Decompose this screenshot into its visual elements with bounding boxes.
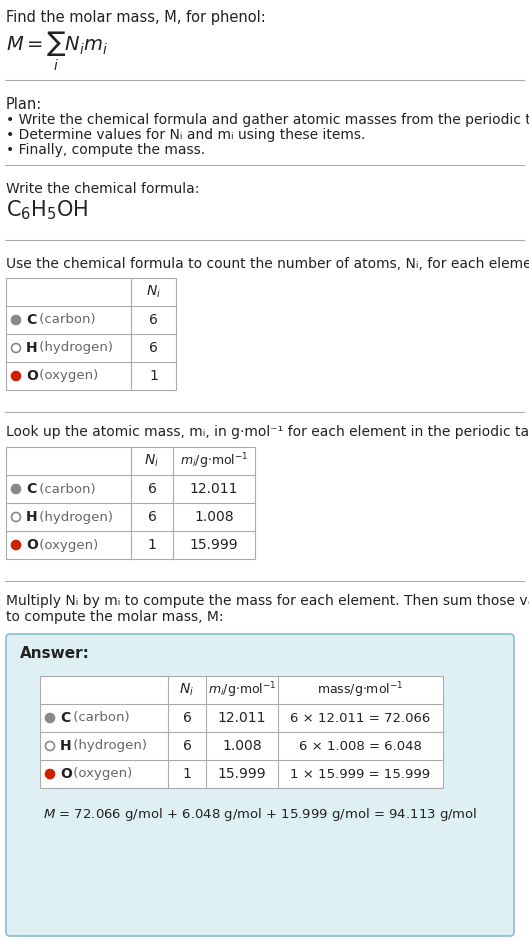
Text: 15.999: 15.999 xyxy=(218,767,266,781)
Text: H: H xyxy=(26,510,38,524)
Text: O: O xyxy=(26,538,38,552)
Text: 1: 1 xyxy=(183,767,191,781)
Text: 1.008: 1.008 xyxy=(194,510,234,524)
FancyBboxPatch shape xyxy=(6,634,514,936)
Text: $N_i$: $N_i$ xyxy=(179,682,195,698)
Text: (hydrogen): (hydrogen) xyxy=(35,511,113,524)
Text: $N_i$: $N_i$ xyxy=(146,284,161,300)
Circle shape xyxy=(12,512,21,522)
Text: 1 × 15.999 = 15.999: 1 × 15.999 = 15.999 xyxy=(290,768,431,781)
Text: 12.011: 12.011 xyxy=(218,711,266,725)
Text: 6: 6 xyxy=(149,313,158,327)
Text: O: O xyxy=(26,369,38,383)
Text: $M$ = 72.066 g/mol + 6.048 g/mol + 15.999 g/mol = 94.113 g/mol: $M$ = 72.066 g/mol + 6.048 g/mol + 15.99… xyxy=(43,806,477,823)
Text: 6: 6 xyxy=(183,739,191,753)
Text: $N_i$: $N_i$ xyxy=(144,453,160,469)
Text: (oxygen): (oxygen) xyxy=(35,369,98,382)
Text: mass/g$\cdot$mol$^{-1}$: mass/g$\cdot$mol$^{-1}$ xyxy=(317,680,404,700)
Circle shape xyxy=(12,371,21,381)
Text: $m_i$/g$\cdot$mol$^{-1}$: $m_i$/g$\cdot$mol$^{-1}$ xyxy=(208,680,276,700)
Text: (carbon): (carbon) xyxy=(35,482,96,495)
Text: Answer:: Answer: xyxy=(20,646,90,661)
Text: (oxygen): (oxygen) xyxy=(35,539,98,551)
Text: • Finally, compute the mass.: • Finally, compute the mass. xyxy=(6,143,205,157)
Text: 6 × 12.011 = 72.066: 6 × 12.011 = 72.066 xyxy=(290,711,431,724)
Text: $m_i$/g$\cdot$mol$^{-1}$: $m_i$/g$\cdot$mol$^{-1}$ xyxy=(180,451,248,471)
Text: (carbon): (carbon) xyxy=(69,711,130,724)
Text: $M = \sum_i N_i m_i$: $M = \sum_i N_i m_i$ xyxy=(6,30,108,73)
Text: 6 × 1.008 = 6.048: 6 × 1.008 = 6.048 xyxy=(299,739,422,753)
Text: H: H xyxy=(60,739,71,753)
Text: 6: 6 xyxy=(149,341,158,355)
Text: Use the chemical formula to count the number of atoms, Nᵢ, for each element:: Use the chemical formula to count the nu… xyxy=(6,257,529,271)
Circle shape xyxy=(12,344,21,352)
Text: $\mathregular{C_6H_5OH}$: $\mathregular{C_6H_5OH}$ xyxy=(6,198,88,221)
Text: H: H xyxy=(26,341,38,355)
Text: C: C xyxy=(60,711,70,725)
Text: 1.008: 1.008 xyxy=(222,739,262,753)
Text: C: C xyxy=(26,482,37,496)
Text: 12.011: 12.011 xyxy=(190,482,238,496)
Text: Plan:: Plan: xyxy=(6,97,42,112)
Circle shape xyxy=(45,713,54,723)
Bar xyxy=(6,278,176,390)
Text: (carbon): (carbon) xyxy=(35,314,96,327)
Circle shape xyxy=(12,484,21,494)
Circle shape xyxy=(12,316,21,324)
Bar xyxy=(6,447,255,559)
Text: Find the molar mass, M, for phenol:: Find the molar mass, M, for phenol: xyxy=(6,10,266,25)
Text: Look up the atomic mass, mᵢ, in g·mol⁻¹ for each element in the periodic table:: Look up the atomic mass, mᵢ, in g·mol⁻¹ … xyxy=(6,425,529,439)
Text: 6: 6 xyxy=(183,711,191,725)
Text: (hydrogen): (hydrogen) xyxy=(35,342,113,354)
Circle shape xyxy=(12,541,21,549)
Text: 1: 1 xyxy=(148,538,157,552)
Text: 15.999: 15.999 xyxy=(190,538,238,552)
Text: Write the chemical formula:: Write the chemical formula: xyxy=(6,182,199,196)
Circle shape xyxy=(45,770,54,778)
Text: C: C xyxy=(26,313,37,327)
Text: Multiply Nᵢ by mᵢ to compute the mass for each element. Then sum those values
to: Multiply Nᵢ by mᵢ to compute the mass fo… xyxy=(6,594,529,625)
Text: 6: 6 xyxy=(148,482,157,496)
Text: • Write the chemical formula and gather atomic masses from the periodic table.: • Write the chemical formula and gather … xyxy=(6,113,529,127)
Text: O: O xyxy=(60,767,72,781)
Text: (oxygen): (oxygen) xyxy=(69,768,132,781)
Circle shape xyxy=(45,741,54,751)
Text: • Determine values for Nᵢ and mᵢ using these items.: • Determine values for Nᵢ and mᵢ using t… xyxy=(6,128,366,142)
Text: 1: 1 xyxy=(149,369,158,383)
Text: (hydrogen): (hydrogen) xyxy=(69,739,147,753)
Bar xyxy=(40,676,443,788)
Text: 6: 6 xyxy=(148,510,157,524)
